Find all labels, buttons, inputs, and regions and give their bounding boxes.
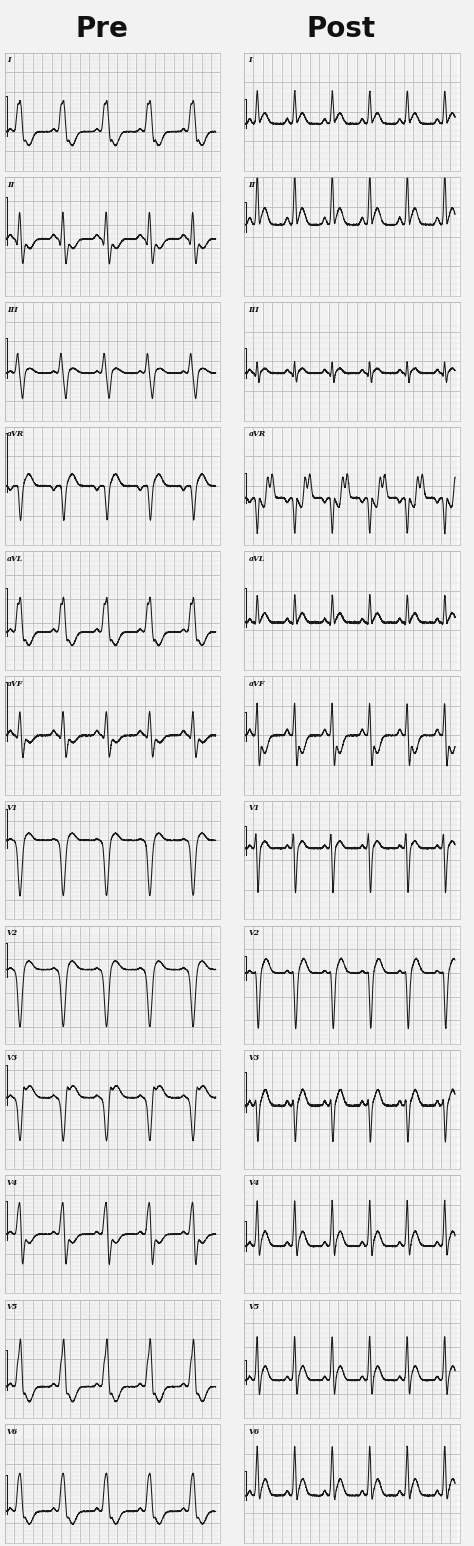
Text: aVF: aVF <box>248 680 264 688</box>
Text: V5: V5 <box>7 1303 18 1311</box>
Text: V4: V4 <box>7 1178 18 1186</box>
Text: V3: V3 <box>248 1054 260 1062</box>
Text: aVL: aVL <box>248 555 264 563</box>
Text: aVF: aVF <box>7 680 23 688</box>
Text: V5: V5 <box>248 1303 260 1311</box>
Text: III: III <box>7 306 18 314</box>
Text: V1: V1 <box>248 804 260 812</box>
Text: III: III <box>248 306 259 314</box>
Text: V1: V1 <box>7 804 18 812</box>
Text: I: I <box>248 56 252 63</box>
Text: V6: V6 <box>7 1429 18 1436</box>
Text: V6: V6 <box>248 1429 260 1436</box>
Text: II: II <box>248 181 255 189</box>
Text: V4: V4 <box>248 1178 260 1186</box>
Text: aVL: aVL <box>7 555 23 563</box>
Text: aVR: aVR <box>7 430 24 438</box>
Text: Pre: Pre <box>75 15 128 43</box>
Text: II: II <box>7 181 14 189</box>
Text: Post: Post <box>307 15 376 43</box>
Text: V2: V2 <box>7 929 18 937</box>
Text: V3: V3 <box>7 1054 18 1062</box>
Text: aVR: aVR <box>248 430 265 438</box>
Text: V2: V2 <box>248 929 260 937</box>
Text: I: I <box>7 56 10 63</box>
